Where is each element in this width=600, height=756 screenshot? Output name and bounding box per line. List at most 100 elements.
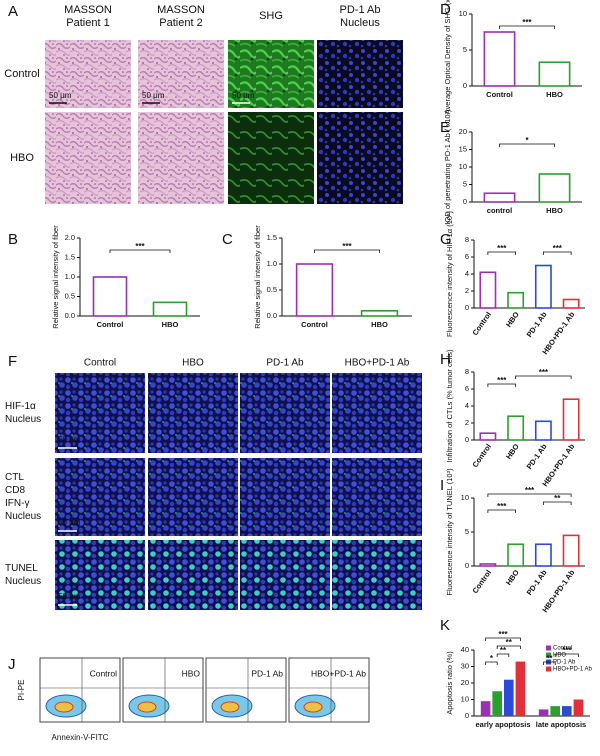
- bar: [538, 61, 571, 87]
- micrograph: [45, 40, 131, 108]
- plot-label: PD-1 Ab: [251, 668, 283, 678]
- significance-bracket: [554, 653, 579, 657]
- panel-letter: I: [440, 477, 444, 494]
- micrograph: [55, 458, 145, 536]
- y-tick-label: 1.5: [267, 233, 277, 242]
- row-label: CD8: [5, 485, 25, 496]
- significance-bracket: [499, 143, 555, 147]
- significance-bracket: [499, 25, 555, 29]
- micrograph: [45, 112, 131, 204]
- column-title: HBO+PD-1 Ab: [345, 358, 410, 369]
- x-tick-label: Control: [486, 90, 513, 99]
- significance-label: **: [554, 494, 561, 503]
- significance-label: ***: [497, 376, 507, 385]
- micrograph: [55, 540, 145, 610]
- y-axis-label: Relative signal intensity of fiber: [253, 225, 262, 329]
- bar: [152, 301, 188, 317]
- micrograph: [148, 458, 238, 536]
- legend-label: HBO: [553, 653, 566, 659]
- x-tick-label: Control: [470, 568, 493, 595]
- x-tick-label: HBO: [371, 320, 388, 329]
- significance-bracket: [109, 249, 171, 253]
- y-tick-label: 5: [463, 179, 467, 188]
- flow-density: [220, 701, 240, 713]
- significance-bracket: [487, 493, 572, 497]
- micrograph: [240, 458, 330, 536]
- significance-bracket: [496, 653, 510, 657]
- legend-swatch: [546, 652, 551, 658]
- legend-label: HBO+PD-1 Ab: [553, 667, 593, 673]
- y-tick-label: 2: [465, 418, 469, 427]
- panel-letter: F: [8, 353, 17, 370]
- micrograph: [228, 40, 314, 108]
- y-tick-label: 30: [461, 661, 469, 670]
- bar: [507, 291, 525, 309]
- x-tick-label: HBO: [546, 90, 563, 99]
- significance-bracket: [542, 501, 572, 505]
- y-axis-label: Relative signal intensity of fiber: [51, 225, 60, 329]
- bar: [562, 298, 580, 309]
- significance-label: **: [546, 654, 553, 663]
- x-tick-label: late apoptosis: [536, 720, 586, 729]
- panel-letter: A: [8, 3, 18, 20]
- bar: [573, 699, 584, 716]
- plot-label: HBO+PD-1 Ab: [311, 668, 366, 678]
- y-tick-label: 10: [461, 493, 469, 502]
- x-tick-label: HBO: [504, 310, 521, 329]
- column-title: PD-1 Ab: [340, 4, 381, 16]
- significance-bracket: [543, 661, 556, 665]
- y-tick-label: 8: [465, 235, 469, 244]
- bar: [479, 271, 497, 309]
- bar: [480, 701, 491, 716]
- legend-label: PD-1 Ab: [553, 660, 576, 666]
- y-tick-label: 0: [465, 435, 469, 444]
- x-tick-label: HBO: [504, 568, 521, 587]
- row-label: Nucleus: [5, 511, 41, 522]
- y-tick-label: 15: [459, 144, 467, 153]
- y-axis-label: Fluorescence intensity of TUNEL (10³): [445, 468, 454, 596]
- y-tick-label: 0: [463, 81, 467, 90]
- y-tick-label: 10: [461, 694, 469, 703]
- panel-letter: D: [440, 1, 451, 18]
- micrograph: [332, 373, 422, 453]
- row-label: TUNEL: [5, 563, 38, 574]
- flow-density: [303, 701, 323, 713]
- significance-label: ***: [498, 630, 508, 639]
- significance-label: ***: [539, 368, 549, 377]
- micrograph: [332, 540, 422, 610]
- bar: [492, 691, 502, 716]
- significance-bracket: [487, 509, 517, 513]
- y-tick-label: 20: [459, 127, 467, 136]
- y-axis-label: Fluorescence intensity of HIF-1α (10³): [445, 210, 454, 337]
- y-tick-label: 40: [461, 645, 469, 654]
- panel-letter: H: [440, 351, 451, 368]
- panel-letter: G: [440, 231, 452, 248]
- significance-label: ***: [525, 486, 535, 495]
- y-tick-label: 5: [465, 527, 469, 536]
- bar: [534, 543, 552, 567]
- column-title: Control: [84, 358, 116, 369]
- bar: [550, 706, 560, 716]
- panel-letter: E: [440, 119, 450, 136]
- row-label: HIF-1α: [5, 401, 36, 412]
- row-label: HBO: [10, 152, 34, 164]
- x-tick-label: HBO: [546, 206, 563, 215]
- significance-bracket: [487, 383, 517, 387]
- flow-density: [54, 701, 74, 713]
- y-tick-label: 0.5: [267, 285, 277, 294]
- y-axis-label: Apoptosis ratio (%): [445, 651, 454, 715]
- y-tick-label: 0.5: [65, 291, 75, 300]
- bar: [507, 543, 525, 567]
- bar: [534, 420, 552, 441]
- x-tick-label: PD-1 Ab: [525, 442, 549, 471]
- y-tick-label: 10: [459, 162, 467, 171]
- column-title: Patient 2: [159, 17, 202, 29]
- significance-bracket: [496, 645, 521, 649]
- micrograph: [148, 373, 238, 453]
- bar: [483, 192, 516, 203]
- significance-bracket: [485, 637, 521, 641]
- row-label: CTL: [5, 472, 24, 483]
- plot-label: HBO: [182, 668, 201, 678]
- y-tick-label: 0.0: [65, 311, 75, 320]
- bar: [479, 563, 497, 567]
